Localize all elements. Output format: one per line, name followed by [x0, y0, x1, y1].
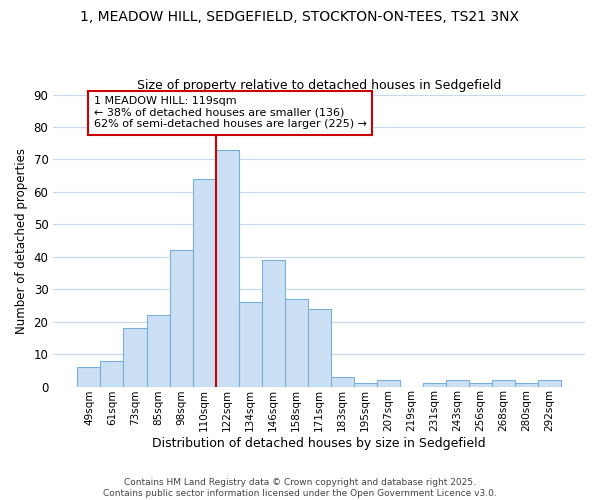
X-axis label: Distribution of detached houses by size in Sedgefield: Distribution of detached houses by size …: [152, 437, 486, 450]
Bar: [77, 367, 100, 386]
Bar: [100, 360, 124, 386]
Y-axis label: Number of detached properties: Number of detached properties: [15, 148, 28, 334]
Bar: [239, 302, 262, 386]
Bar: [284, 299, 308, 386]
Bar: [515, 384, 538, 386]
Text: 1, MEADOW HILL, SEDGEFIELD, STOCKTON-ON-TEES, TS21 3NX: 1, MEADOW HILL, SEDGEFIELD, STOCKTON-ON-…: [80, 10, 520, 24]
Title: Size of property relative to detached houses in Sedgefield: Size of property relative to detached ho…: [137, 79, 502, 92]
Text: 1 MEADOW HILL: 119sqm
← 38% of detached houses are smaller (136)
62% of semi-det: 1 MEADOW HILL: 119sqm ← 38% of detached …: [94, 96, 367, 130]
Bar: [146, 315, 170, 386]
Text: Contains HM Land Registry data © Crown copyright and database right 2025.
Contai: Contains HM Land Registry data © Crown c…: [103, 478, 497, 498]
Bar: [538, 380, 561, 386]
Bar: [124, 328, 146, 386]
Bar: [492, 380, 515, 386]
Bar: [377, 380, 400, 386]
Bar: [308, 308, 331, 386]
Bar: [353, 384, 377, 386]
Bar: [331, 377, 353, 386]
Bar: [469, 384, 492, 386]
Bar: [193, 179, 215, 386]
Bar: [446, 380, 469, 386]
Bar: [170, 250, 193, 386]
Bar: [262, 260, 284, 386]
Bar: [215, 150, 239, 386]
Bar: [423, 384, 446, 386]
